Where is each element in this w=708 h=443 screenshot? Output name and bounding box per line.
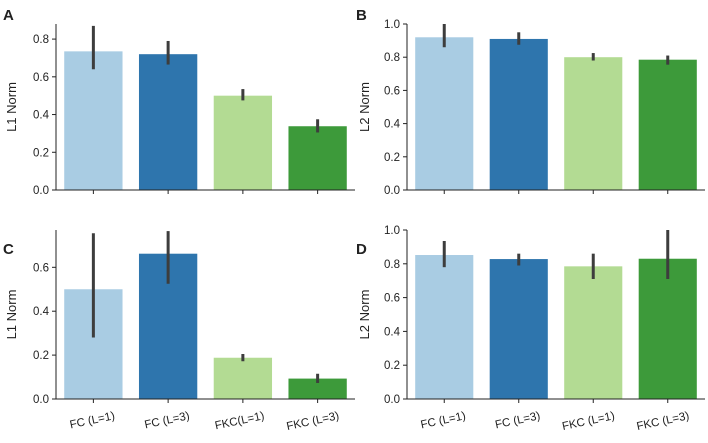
y-axis-label: L1 Norm — [4, 82, 19, 132]
y-tick-label: 0.8 — [384, 52, 400, 64]
bar — [638, 258, 697, 399]
y-axis-label: L2 Norm — [357, 82, 372, 132]
y-tick-label: 0.0 — [33, 394, 49, 406]
y-tick-label: 0.6 — [384, 85, 400, 97]
y-tick-label: 0.8 — [33, 34, 49, 46]
panel-d: D L2 Norm 0.0 0.2 0.4 0.6 0.8 1.0 FC (L=1) FC (L=… — [356, 225, 705, 433]
category-label: FKC (L=3) — [286, 410, 341, 433]
category-label: FC (L=3) — [494, 410, 541, 431]
y-tick-label: 0.6 — [384, 293, 400, 305]
y-tick-label: 0.4 — [33, 110, 50, 122]
y-tick-label: 0.2 — [384, 360, 400, 372]
y-tick-label: 0.2 — [33, 350, 49, 362]
category-label: FC (L=3) — [144, 410, 191, 431]
bar — [415, 37, 474, 190]
bar — [288, 378, 347, 399]
category-label: FKC (L=3) — [636, 410, 691, 433]
bar — [638, 59, 697, 190]
y-tick-label: 0.4 — [384, 119, 401, 131]
panel-letter: D — [356, 241, 367, 258]
bar — [213, 357, 273, 399]
y-tick-label: 0.2 — [384, 152, 400, 164]
category-label: FC (L=1) — [69, 410, 116, 431]
category-label: FC (L=1) — [420, 410, 467, 431]
bar — [489, 259, 548, 399]
bar — [64, 51, 123, 191]
panel-a: A L1 Norm 0.0 0.2 0.4 0.6 0.8 — [3, 7, 355, 197]
y-axis-label: L2 Norm — [357, 290, 372, 340]
y-tick-label: 0.0 — [384, 185, 400, 197]
y-tick-label: 0.0 — [33, 185, 49, 197]
y-tick-label: 0.4 — [33, 306, 50, 318]
panel-letter: A — [3, 7, 14, 24]
panel-c: C L1 Norm 0.0 0.2 0.4 0.6 FC (L=1) FC (L=3) FKC(… — [3, 230, 355, 433]
bar — [564, 57, 623, 191]
y-tick-label: 1.0 — [384, 19, 400, 31]
y-tick-label: 1.0 — [384, 225, 400, 237]
y-tick-label: 0.6 — [33, 72, 49, 84]
y-tick-label: 0.4 — [384, 326, 401, 338]
bar — [213, 95, 273, 190]
bar — [415, 255, 474, 399]
panel-letter: B — [356, 7, 367, 24]
bar — [288, 126, 347, 190]
y-axis-label: L1 Norm — [4, 290, 19, 340]
bar — [138, 54, 198, 190]
panel-letter: C — [3, 241, 14, 258]
y-tick-label: 0.6 — [33, 262, 49, 274]
bar — [489, 38, 548, 190]
y-tick-label: 0.2 — [33, 147, 49, 159]
y-tick-label: 0.0 — [384, 394, 400, 406]
panel-b: B L2 Norm 0.0 0.2 0.4 0.6 0.8 1.0 — [356, 7, 705, 197]
category-label: FKC(L=1) — [214, 410, 266, 432]
category-label: FKC (L=1) — [561, 410, 616, 433]
y-tick-label: 0.8 — [384, 259, 400, 271]
bar — [564, 266, 623, 399]
